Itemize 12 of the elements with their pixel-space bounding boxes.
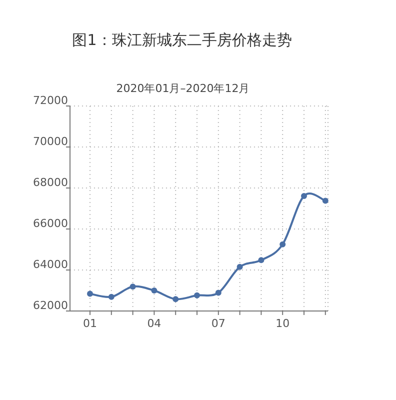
y-tick-label: 72000	[33, 94, 68, 107]
y-tick-label: 68000	[33, 176, 68, 189]
chart-title: 图1：珠江新城东二手房价格走势	[72, 31, 292, 49]
x-tick-label: 10	[276, 317, 290, 330]
x-tick-label: 07	[211, 317, 226, 330]
chart-subtitle: 2020年01月–2020年12月	[116, 82, 250, 95]
y-tick-label: 64000	[33, 258, 68, 271]
x-tick-label: 04	[147, 317, 162, 330]
x-tick-label: 01	[83, 317, 97, 330]
y-tick-label: 62000	[33, 299, 68, 312]
y-tick-label: 66000	[33, 217, 68, 230]
y-tick-label: 70000	[33, 135, 68, 148]
